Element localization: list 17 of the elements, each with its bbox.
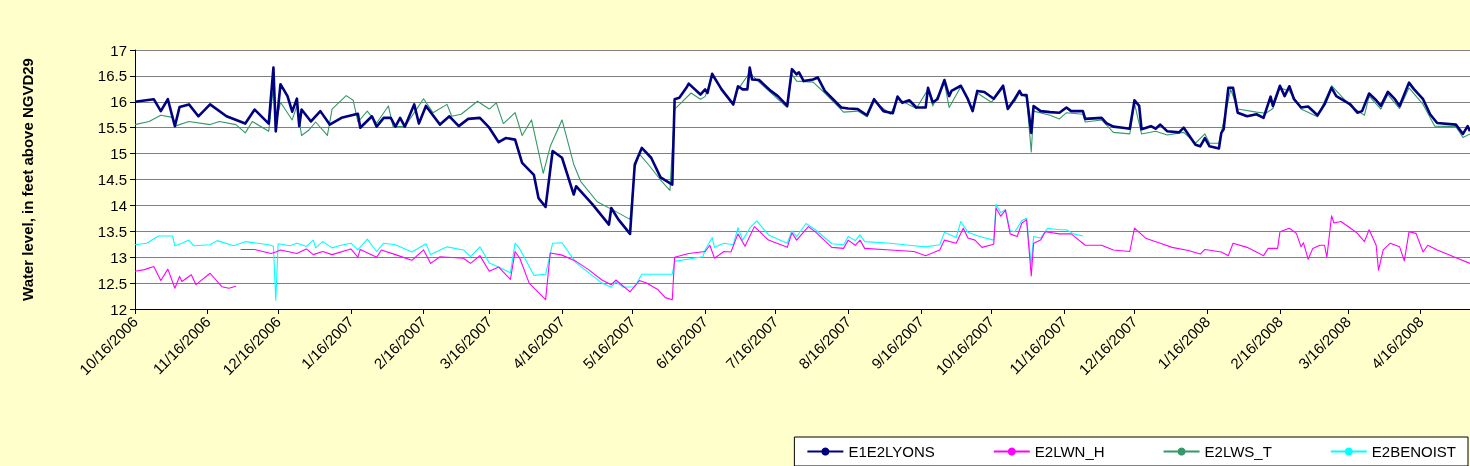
- y-tick-label: 13.5: [97, 222, 127, 240]
- y-tick-label: 15: [110, 145, 127, 163]
- y-tick-label: 17: [110, 41, 127, 59]
- y-tick-label: 12: [110, 300, 127, 318]
- y-tick-label: 16.5: [97, 67, 127, 85]
- y-axis-title: Water level, in feet above NGVD29: [19, 58, 36, 301]
- legend-label: E2BENOIST: [1371, 443, 1457, 460]
- legend-label: E2LWN_H: [1034, 443, 1105, 460]
- y-tick-label: 13: [110, 248, 127, 266]
- legend-label: E1E2LYONS: [848, 443, 935, 460]
- line-series: [134, 203, 1084, 301]
- y-tick-label: 12.5: [97, 274, 127, 292]
- y-tick-label: 15.5: [97, 119, 127, 137]
- y-tick-label: 16: [110, 93, 127, 111]
- y-tick-label: 14.5: [97, 171, 127, 188]
- legend-label: E2LWS_T: [1204, 443, 1272, 460]
- y-tick-label: 14: [110, 196, 127, 214]
